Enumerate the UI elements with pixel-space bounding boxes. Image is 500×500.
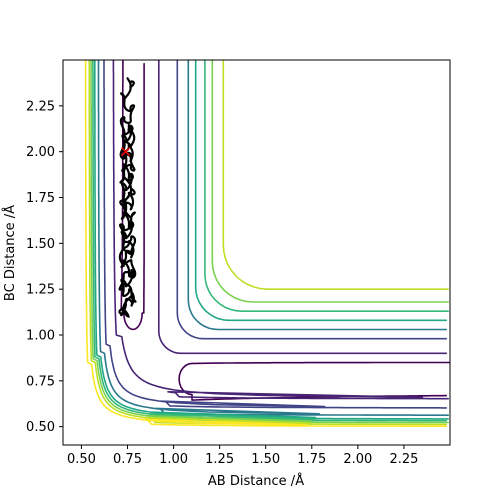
axes: 0.50 0.75 1.00 1.25 1.50 1.75 2.00 2.25 0.50 0.75…: [26, 59, 451, 467]
contour-level-8-outer: [222, 60, 449, 290]
contour-level-6-outer: [204, 60, 449, 312]
y-tick-label: 1.75: [26, 191, 55, 206]
x-tick-label: 2.00: [343, 452, 372, 467]
x-tick-label: 1.75: [297, 452, 326, 467]
contour-level-5-outer: [194, 60, 448, 322]
y-tick-label: 2.00: [26, 145, 55, 160]
contour-lines: [84, 60, 450, 427]
x-tick-label: 1.25: [205, 452, 234, 467]
y-tick-label: 1.25: [26, 283, 55, 298]
contour-level-2-inner: [112, 60, 449, 400]
start-marker-stroke: [121, 147, 131, 157]
contour-level-9-inner: [84, 60, 448, 427]
y-tick-label: 0.75: [26, 374, 55, 389]
y-tick-label: 1.50: [26, 237, 55, 252]
contour-level-4-outer: [187, 60, 448, 331]
y-tick-label: 2.25: [26, 99, 55, 114]
plot-frame: [62, 59, 451, 446]
trajectory-layer: [118, 77, 137, 318]
contour-level-1-vertical: [120, 60, 145, 331]
y-axis-label: BC Distance /Å: [2, 205, 18, 301]
contour-level-8-inner: [88, 60, 448, 426]
x-tick-label: 1.00: [159, 452, 188, 467]
y-tick-label: 1.00: [26, 329, 55, 344]
x-axis-label: AB Distance /Å: [208, 473, 304, 489]
y-tick-label: 0.50: [26, 420, 55, 435]
x-tick-label: 0.50: [67, 452, 96, 467]
x-tick-label: 1.50: [251, 452, 280, 467]
x-tick-label: 0.75: [113, 452, 142, 467]
contour-level-5-inner: [94, 60, 449, 420]
start-marker: [121, 147, 131, 157]
contour-level-6-inner: [92, 60, 448, 422]
contour-level-3-outer: [176, 60, 448, 340]
x-tick-label: 2.25: [389, 452, 418, 467]
contour-level-2-outer: [158, 60, 448, 355]
contour-level-3-inner: [103, 60, 448, 409]
contour-level-7-outer: [211, 60, 449, 303]
contour-level-4-inner: [97, 60, 449, 416]
